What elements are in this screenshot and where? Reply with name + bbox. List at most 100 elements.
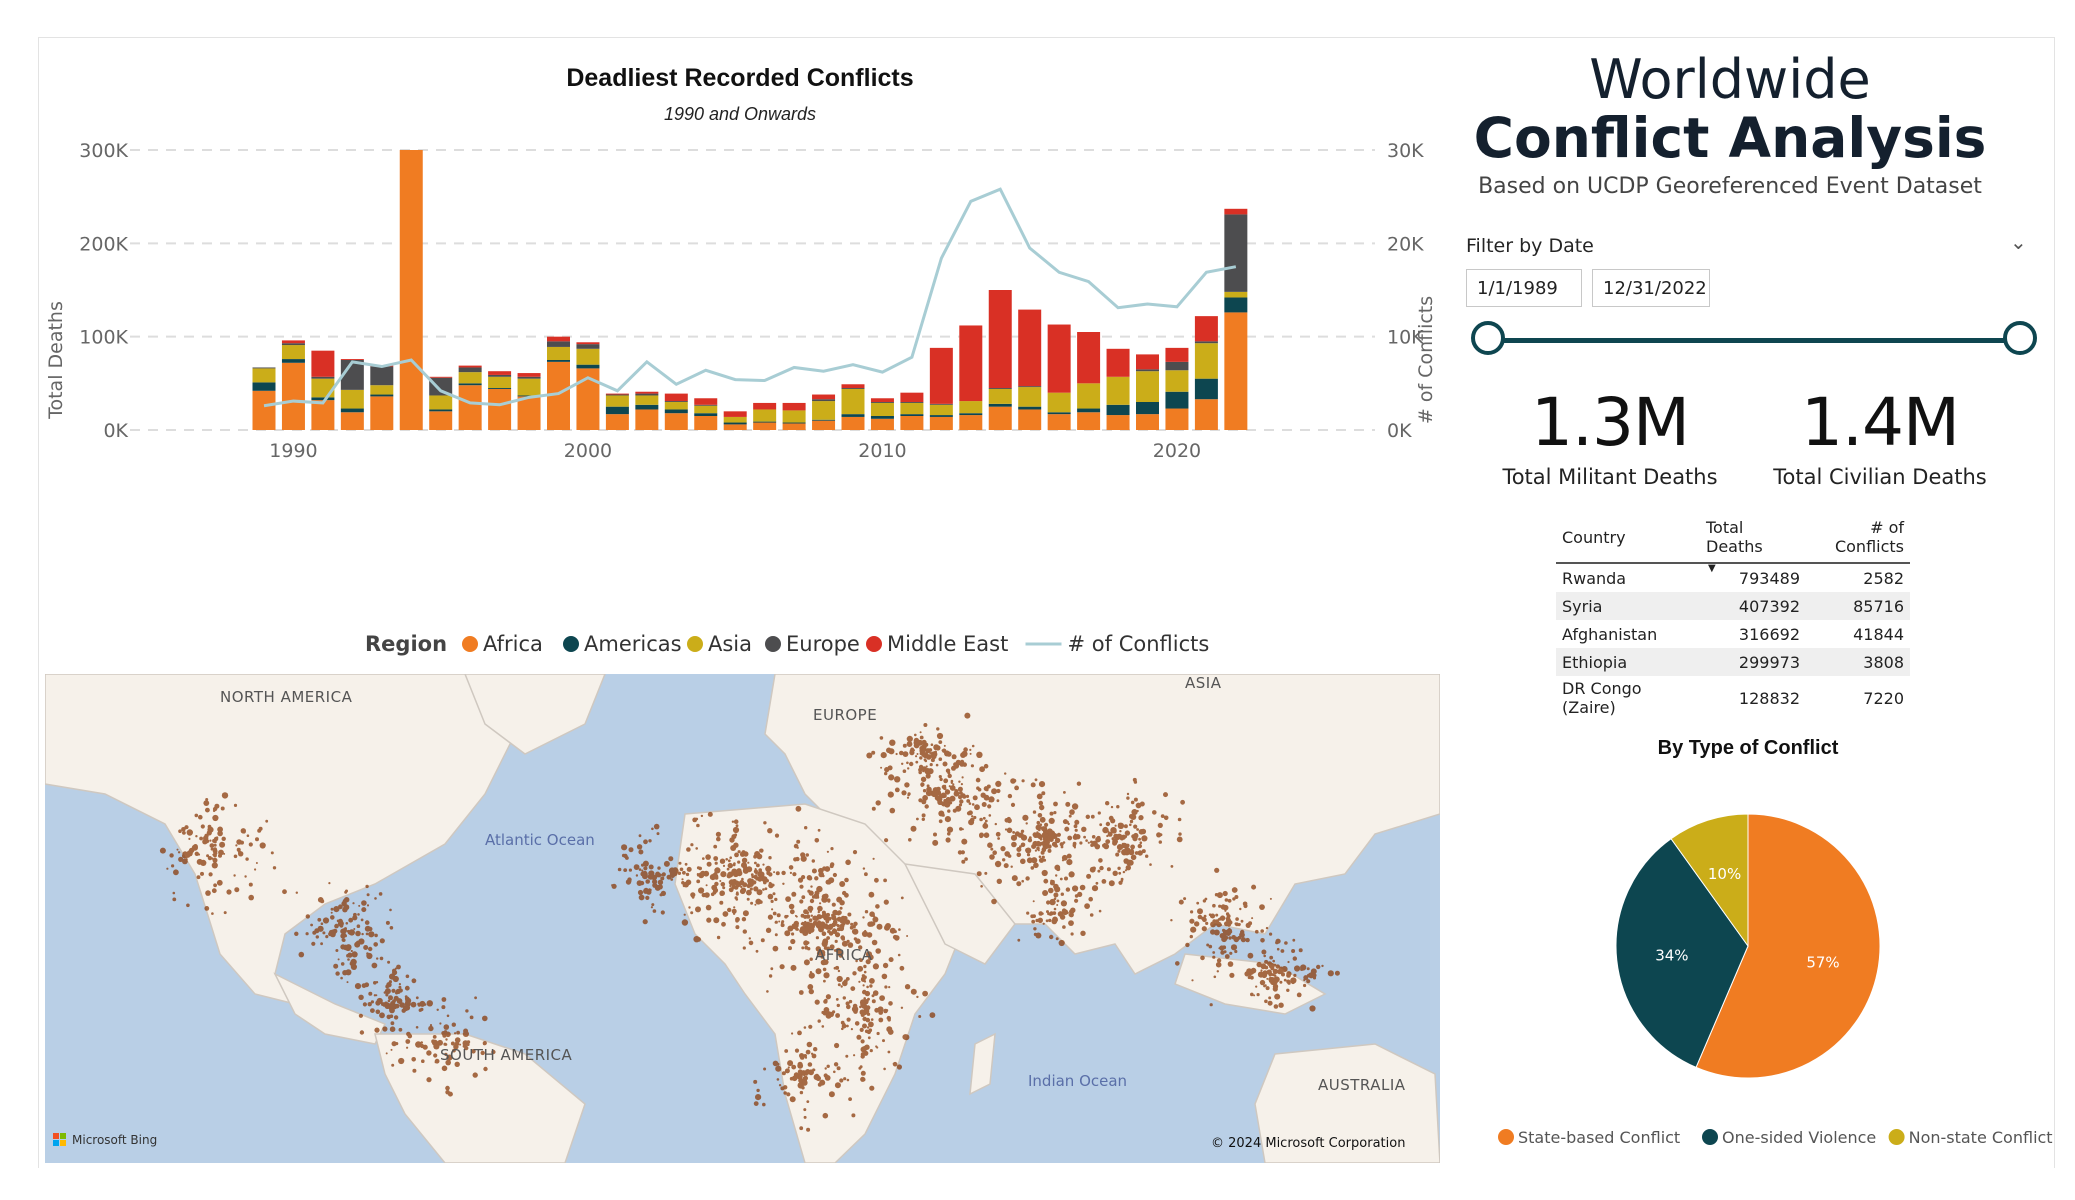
bar-asia-2020[interactable] (1165, 370, 1189, 392)
bar-americas-2014[interactable] (988, 403, 1012, 407)
bar-americas-2022[interactable] (1224, 297, 1248, 313)
bar-middle-east-2010[interactable] (870, 398, 894, 402)
bar-middle-east-2011[interactable] (900, 392, 924, 402)
bar-europe-2022[interactable] (1224, 214, 1248, 292)
bar-asia-1992[interactable] (340, 389, 364, 409)
bar-europe-2004[interactable] (694, 404, 718, 406)
bar-middle-east-2004[interactable] (694, 398, 718, 405)
bar-africa-2017[interactable] (1077, 412, 1101, 430)
bar-americas-2013[interactable] (959, 413, 983, 416)
bar-africa-1995[interactable] (429, 411, 453, 430)
bar-asia-2000[interactable] (576, 348, 600, 365)
bar-americas-2019[interactable] (1136, 402, 1159, 415)
bar-middle-east-2006[interactable] (753, 402, 777, 410)
column-header-country[interactable]: Country (1556, 514, 1700, 564)
bar-americas-2006[interactable] (753, 421, 777, 423)
pie-slice-one-sided-violence[interactable] (1615, 838, 1749, 1069)
bar-middle-east-2022[interactable] (1224, 208, 1248, 215)
bar-asia-1999[interactable] (547, 346, 570, 360)
bar-americas-2017[interactable] (1077, 408, 1101, 413)
legend-item-americas[interactable]: Americas (584, 632, 682, 656)
bar-asia-1998[interactable] (517, 378, 541, 396)
bar-asia-2006[interactable] (753, 409, 777, 422)
bar-africa-2015[interactable] (1018, 409, 1042, 430)
bar-americas-1995[interactable] (429, 409, 453, 412)
pie-legend-item[interactable]: State-based Conflict (1518, 1128, 1680, 1147)
bar-europe-2002[interactable] (635, 393, 659, 396)
pie-slice-state-based-conflict[interactable] (1695, 813, 1881, 1079)
bar-middle-east-2005[interactable] (723, 411, 747, 417)
bar-europe-2010[interactable] (870, 402, 894, 403)
bar-americas-2001[interactable] (605, 406, 629, 415)
bar-africa-1992[interactable] (340, 412, 364, 430)
bar-africa-2000[interactable] (576, 368, 600, 430)
bar-africa-1998[interactable] (517, 396, 541, 430)
bar-middle-east-2013[interactable] (959, 325, 983, 402)
bar-asia-2015[interactable] (1018, 387, 1042, 407)
bar-africa-2009[interactable] (841, 416, 865, 430)
bar-asia-1996[interactable] (458, 372, 482, 384)
slider-end-handle[interactable] (2003, 321, 2037, 355)
bar-asia-2017[interactable] (1077, 383, 1101, 409)
table-row[interactable]: DR Congo (Zaire) 128832 7220 (1556, 676, 1910, 720)
conflicts-line[interactable] (263, 187, 1237, 408)
bar-americas-2020[interactable] (1165, 391, 1189, 409)
bar-asia-2016[interactable] (1047, 392, 1071, 413)
bar-asia-1989[interactable] (252, 368, 276, 383)
bar-middle-east-1999[interactable] (547, 336, 570, 342)
slider-start-handle[interactable] (1471, 321, 1505, 355)
bar-europe-1990[interactable] (281, 343, 305, 346)
bar-asia-2021[interactable] (1194, 343, 1218, 379)
bar-europe-1991[interactable] (311, 376, 335, 379)
bar-middle-east-2008[interactable] (812, 394, 836, 400)
bar-africa-2006[interactable] (753, 422, 777, 430)
bar-africa-2022[interactable] (1224, 312, 1248, 430)
bar-africa-2019[interactable] (1136, 414, 1159, 430)
bar-africa-2013[interactable] (959, 415, 983, 430)
bar-americas-1991[interactable] (311, 397, 335, 401)
bar-middle-east-2017[interactable] (1077, 332, 1101, 384)
bar-africa-2018[interactable] (1106, 415, 1130, 430)
bar-americas-2009[interactable] (841, 414, 865, 417)
bar-asia-1991[interactable] (311, 378, 335, 398)
bar-middle-east-2001[interactable] (605, 393, 629, 395)
bar-asia-2002[interactable] (635, 395, 659, 405)
bar-africa-2008[interactable] (812, 420, 836, 430)
bar-africa-2010[interactable] (870, 418, 894, 430)
bar-asia-2001[interactable] (605, 395, 629, 407)
bar-asia-2014[interactable] (988, 388, 1012, 404)
bar-asia-1990[interactable] (281, 345, 305, 360)
bar-americas-2012[interactable] (929, 415, 953, 417)
bar-middle-east-1992[interactable] (340, 359, 364, 360)
bar-asia-2008[interactable] (812, 401, 836, 420)
legend-item--of-conflicts[interactable]: # of Conflicts (1068, 632, 1210, 656)
bar-africa-1996[interactable] (458, 385, 482, 430)
bar-asia-2022[interactable] (1224, 291, 1248, 298)
bar-middle-east-2016[interactable] (1047, 324, 1071, 393)
bar-americas-2000[interactable] (576, 364, 600, 369)
date-range-slider[interactable] (1488, 338, 2018, 343)
bar-americas-1990[interactable] (281, 359, 305, 363)
legend-item-middle-east[interactable]: Middle East (887, 632, 1008, 656)
conflict-map[interactable]: NORTH AMERICA EUROPE ASIA AFRICA SOUTH A… (45, 674, 1440, 1163)
bar-europe-2012[interactable] (929, 403, 953, 405)
bar-europe-1997[interactable] (488, 374, 512, 377)
bar-americas-2008[interactable] (812, 419, 836, 421)
bar-asia-2004[interactable] (694, 405, 718, 414)
bar-asia-2019[interactable] (1136, 371, 1159, 402)
end-date-input[interactable]: 12/31/2022 (1592, 269, 1710, 307)
bar-africa-1991[interactable] (311, 400, 335, 430)
bar-asia-2003[interactable] (664, 402, 688, 410)
bar-africa-2003[interactable] (664, 413, 688, 430)
bar-middle-east-1990[interactable] (281, 340, 305, 344)
table-row[interactable]: Rwanda 793489 2582 (1556, 563, 1910, 592)
legend-item-africa[interactable]: Africa (483, 632, 543, 656)
column-header-total-deaths[interactable]: Total Deaths ▼ (1700, 514, 1806, 574)
table-row[interactable]: Ethiopia 299973 3808 (1556, 648, 1910, 676)
bar-asia-1995[interactable] (429, 395, 453, 410)
bar-middle-east-2021[interactable] (1194, 316, 1218, 342)
bar-middle-east-2007[interactable] (782, 402, 806, 411)
bar-middle-east-2012[interactable] (929, 347, 953, 404)
bar-middle-east-1996[interactable] (458, 365, 482, 368)
bar-europe-2021[interactable] (1194, 341, 1218, 344)
